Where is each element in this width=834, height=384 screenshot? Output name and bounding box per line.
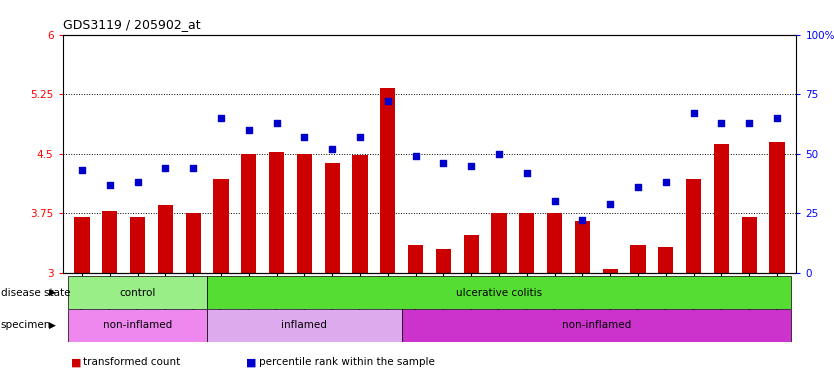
Text: ▶: ▶ [49,321,56,330]
Point [187,165,200,171]
Point [325,146,339,152]
Point [270,119,284,126]
Bar [102,211,118,273]
Point [103,182,117,188]
Bar [380,88,395,273]
Point [437,160,450,166]
Text: transformed count: transformed count [83,358,181,367]
Bar [214,179,229,273]
Point [659,179,672,185]
Point [298,134,311,140]
Point [520,170,534,176]
Bar [241,154,256,273]
Point [492,151,505,157]
Bar [207,309,402,342]
Text: non-inflamed: non-inflamed [561,320,631,331]
Point [158,165,172,171]
Bar [631,245,646,273]
Bar [324,163,340,273]
Bar [352,155,368,273]
Point [214,115,228,121]
Point [742,119,756,126]
Bar [74,217,90,273]
Text: GDS3119 / 205902_at: GDS3119 / 205902_at [63,18,200,31]
Bar [714,144,729,273]
Bar [402,309,791,342]
Bar [435,249,451,273]
Point [631,184,645,190]
Bar [68,276,207,309]
Point [381,98,394,104]
Bar [686,179,701,273]
Bar [602,269,618,273]
Text: disease state: disease state [1,288,70,298]
Bar [491,213,507,273]
Bar [575,221,590,273]
Point [75,167,88,173]
Point [604,200,617,207]
Text: ulcerative colitis: ulcerative colitis [456,288,542,298]
Point [771,115,784,121]
Bar [207,276,791,309]
Bar [269,152,284,273]
Bar [185,213,201,273]
Point [548,198,561,204]
Bar [408,245,423,273]
Bar [769,142,785,273]
Point [575,217,589,223]
Bar [547,213,562,273]
Point [242,127,255,133]
Point [465,162,478,169]
Text: ▶: ▶ [49,288,56,297]
Point [354,134,367,140]
Text: percentile rank within the sample: percentile rank within the sample [259,358,435,367]
Text: ■: ■ [246,358,257,367]
Bar [464,235,479,273]
Point [131,179,144,185]
Text: inflamed: inflamed [281,320,328,331]
Point [715,119,728,126]
Point [409,153,422,159]
Text: specimen: specimen [1,320,51,331]
Bar [741,217,757,273]
Bar [68,309,207,342]
Bar [519,213,535,273]
Text: ■: ■ [71,358,82,367]
Point [687,110,701,116]
Bar [158,205,173,273]
Bar [658,247,674,273]
Text: non-inflamed: non-inflamed [103,320,173,331]
Bar [297,154,312,273]
Text: control: control [119,288,156,298]
Bar [130,217,145,273]
